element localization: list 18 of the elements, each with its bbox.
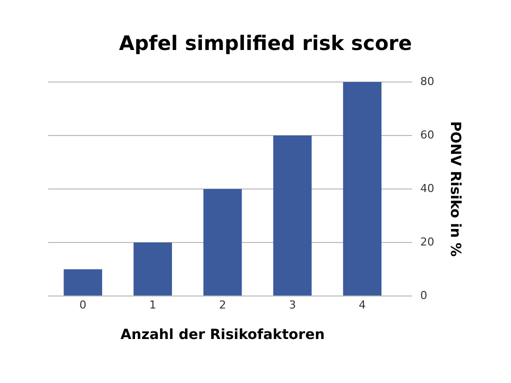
bar <box>64 269 102 296</box>
x-tick-label: 0 <box>79 298 86 312</box>
y-tick-label: 60 <box>420 128 434 142</box>
y-tick-label: 0 <box>420 288 428 302</box>
bar <box>134 242 172 296</box>
x-tick-label: 2 <box>219 298 226 312</box>
chart-title: Apfel simplified risk score <box>119 31 412 56</box>
bar <box>343 82 382 296</box>
x-tick-label: 3 <box>288 298 296 312</box>
x-tick-label: 1 <box>149 298 156 312</box>
x-tick-label: 4 <box>358 298 366 312</box>
bar <box>273 136 312 296</box>
bar <box>203 189 242 296</box>
y-tick-label: 20 <box>420 235 434 248</box>
y-axis-title: PONV Risiko in % <box>446 121 463 257</box>
y-tick-label: 80 <box>420 74 434 88</box>
y-tick-label: 40 <box>420 182 434 195</box>
x-axis-title: Anzahl der Risikofaktoren <box>120 327 325 344</box>
